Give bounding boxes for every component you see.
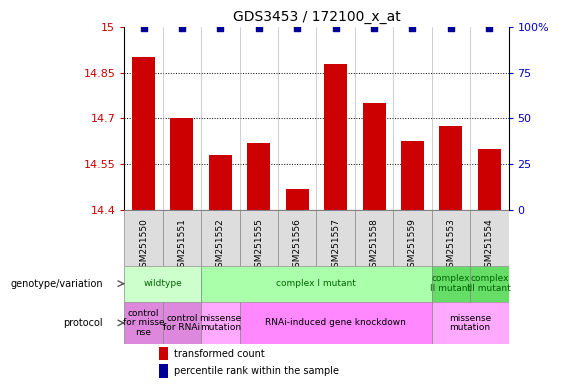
Point <box>408 25 417 31</box>
Point <box>485 25 494 31</box>
Point <box>293 25 302 31</box>
Bar <box>163 210 201 266</box>
Text: complex
III mutant: complex III mutant <box>467 274 511 293</box>
Text: percentile rank within the sample: percentile rank within the sample <box>174 366 339 376</box>
Text: GSM251550: GSM251550 <box>139 218 148 273</box>
Bar <box>324 63 347 210</box>
Bar <box>432 302 508 344</box>
Bar <box>286 189 308 210</box>
Bar <box>201 302 240 344</box>
Text: missense
mutation: missense mutation <box>449 314 491 332</box>
Bar <box>163 302 201 344</box>
Bar <box>432 266 470 302</box>
Text: missense
mutation: missense mutation <box>199 314 241 332</box>
Bar <box>124 302 163 344</box>
Text: genotype/variation: genotype/variation <box>11 279 103 289</box>
Bar <box>247 143 270 210</box>
Text: GSM251551: GSM251551 <box>177 218 186 273</box>
Bar <box>159 347 168 360</box>
Point <box>216 25 225 31</box>
Text: transformed count: transformed count <box>174 349 265 359</box>
Bar <box>432 210 470 266</box>
Point <box>370 25 379 31</box>
Text: GSM251558: GSM251558 <box>370 218 379 273</box>
Bar <box>124 210 163 266</box>
Text: RNAi-induced gene knockdown: RNAi-induced gene knockdown <box>265 318 406 328</box>
Bar <box>393 210 432 266</box>
Text: control
for RNAi: control for RNAi <box>163 314 201 332</box>
Bar <box>124 266 201 302</box>
Bar <box>159 364 168 377</box>
Text: GSM251556: GSM251556 <box>293 218 302 273</box>
Bar <box>316 210 355 266</box>
Bar <box>132 58 155 210</box>
Bar <box>470 210 508 266</box>
Point <box>331 25 340 31</box>
Text: GSM251553: GSM251553 <box>446 218 455 273</box>
Bar <box>201 266 432 302</box>
Title: GDS3453 / 172100_x_at: GDS3453 / 172100_x_at <box>233 10 400 25</box>
Bar <box>278 210 316 266</box>
Bar <box>363 103 385 210</box>
Bar <box>201 210 240 266</box>
Text: control
for misse
nse: control for misse nse <box>123 309 164 337</box>
Bar <box>401 141 424 210</box>
Text: complex I mutant: complex I mutant <box>276 279 357 288</box>
Bar <box>355 210 393 266</box>
Bar <box>440 126 462 210</box>
Bar <box>478 149 501 210</box>
Text: wildtype: wildtype <box>144 279 182 288</box>
Point <box>446 25 455 31</box>
Text: GSM251559: GSM251559 <box>408 218 417 273</box>
Text: GSM251555: GSM251555 <box>254 218 263 273</box>
Text: GSM251552: GSM251552 <box>216 218 225 273</box>
Text: GSM251557: GSM251557 <box>331 218 340 273</box>
Text: protocol: protocol <box>63 318 103 328</box>
Point <box>254 25 263 31</box>
Bar <box>171 119 193 210</box>
Bar <box>240 210 278 266</box>
Bar <box>470 266 508 302</box>
Bar <box>209 155 232 210</box>
Text: complex
II mutant: complex II mutant <box>431 274 471 293</box>
Bar <box>240 302 432 344</box>
Point <box>177 25 186 31</box>
Text: GSM251554: GSM251554 <box>485 218 494 273</box>
Point <box>139 25 148 31</box>
